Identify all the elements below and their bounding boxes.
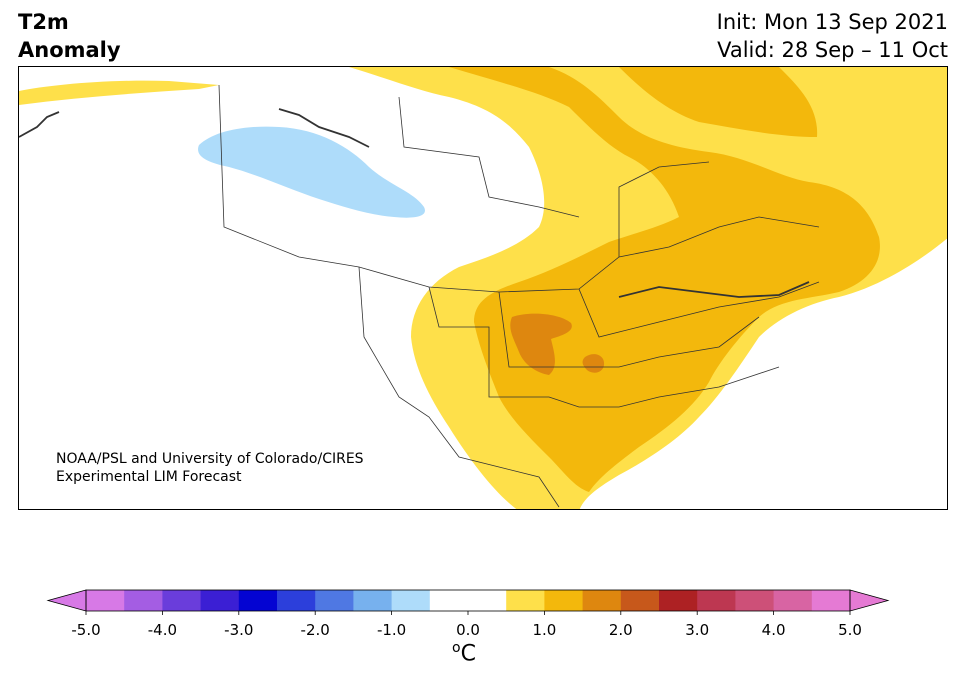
colorbar-tick-label: 0.0: [456, 621, 480, 639]
colorbar-tick-label: -1.0: [377, 621, 406, 639]
colorbar-bin: [735, 590, 775, 611]
colorbar-bin: [162, 590, 202, 611]
colorbar-tick-label: 1.0: [532, 621, 556, 639]
colorbar-bin: [391, 590, 431, 611]
colorbar-tick-label: -2.0: [301, 621, 330, 639]
credit-line-1: NOAA/PSL and University of Colorado/CIRE…: [56, 451, 364, 467]
colorbar-bin: [200, 590, 240, 611]
colorbar-tick-label: 3.0: [685, 621, 709, 639]
colorbar-tick-label: 2.0: [609, 621, 633, 639]
political-borders: [218, 84, 820, 508]
anomaly-canada-cold: [198, 126, 425, 218]
colorbar-extend-low: [46, 589, 87, 612]
colorbar-bin: [773, 590, 813, 611]
forecast-dates: Init: Mon 13 Sep 2021 Valid: 28 Sep – 11…: [717, 8, 948, 64]
colorbar-bin: [86, 590, 125, 611]
colorbar: -5.0 -4.0 -3.0 -2.0 -1.0 0.0 1.0 2.0 3.0 4.0 5.0: [46, 589, 890, 639]
unit-degree: o: [452, 640, 461, 656]
colorbar-bin: [315, 590, 354, 611]
colorbar-bin: [277, 590, 316, 611]
title: T2m Anomaly: [18, 8, 121, 64]
colorbar-bin: [468, 590, 507, 611]
anomaly-oklahoma-dark: [582, 354, 605, 373]
colorbar-bins: [46, 589, 890, 612]
colorbar-tick-label: -3.0: [224, 621, 253, 639]
anomaly-alaska-north: [19, 80, 219, 105]
colorbar-extend-high: [849, 589, 890, 612]
colorbar-bin: [238, 590, 278, 611]
colorbar-unit: oC: [452, 640, 476, 666]
colorbar-bin: [506, 590, 545, 611]
init-date: Init: Mon 13 Sep 2021: [716, 10, 948, 34]
colorbar-bin: [620, 590, 660, 611]
coastlines: [19, 108, 810, 298]
colorbar-tick-label: -5.0: [71, 621, 100, 639]
title-line-2: Anomaly: [18, 38, 121, 62]
anomaly-central-us-dark: [510, 313, 572, 375]
colorbar-bin: [582, 590, 622, 611]
map-panel: NOAA/PSL and University of Colorado/CIRE…: [18, 66, 948, 510]
colorbar-tick-label: -4.0: [148, 621, 177, 639]
credit-text: NOAA/PSL and University of Colorado/CIRE…: [56, 450, 364, 486]
colorbar-bin: [697, 590, 736, 611]
valid-range: Valid: 28 Sep – 11 Oct: [717, 38, 948, 62]
colorbar-bin: [429, 590, 469, 611]
colorbar-bin: [659, 590, 698, 611]
anomaly-quebec-orange: [449, 67, 880, 492]
anomaly-arctic-orange-nw: [619, 67, 818, 137]
credit-line-2: Experimental LIM Forecast: [56, 469, 242, 485]
anomaly-map: [19, 67, 947, 509]
colorbar-bin: [124, 590, 163, 611]
colorbar-tick-label: 5.0: [838, 621, 862, 639]
colorbar-tick-label: 4.0: [762, 621, 786, 639]
colorbar-ticks: -5.0 -4.0 -3.0 -2.0 -1.0 0.0 1.0 2.0 3.0 4.0 5.0: [71, 611, 862, 639]
unit-letter: C: [460, 641, 476, 667]
colorbar-bin: [353, 590, 393, 611]
colorbar-bin: [811, 590, 851, 611]
colorbar-bin: [544, 590, 584, 611]
title-line-1: T2m: [18, 10, 69, 34]
